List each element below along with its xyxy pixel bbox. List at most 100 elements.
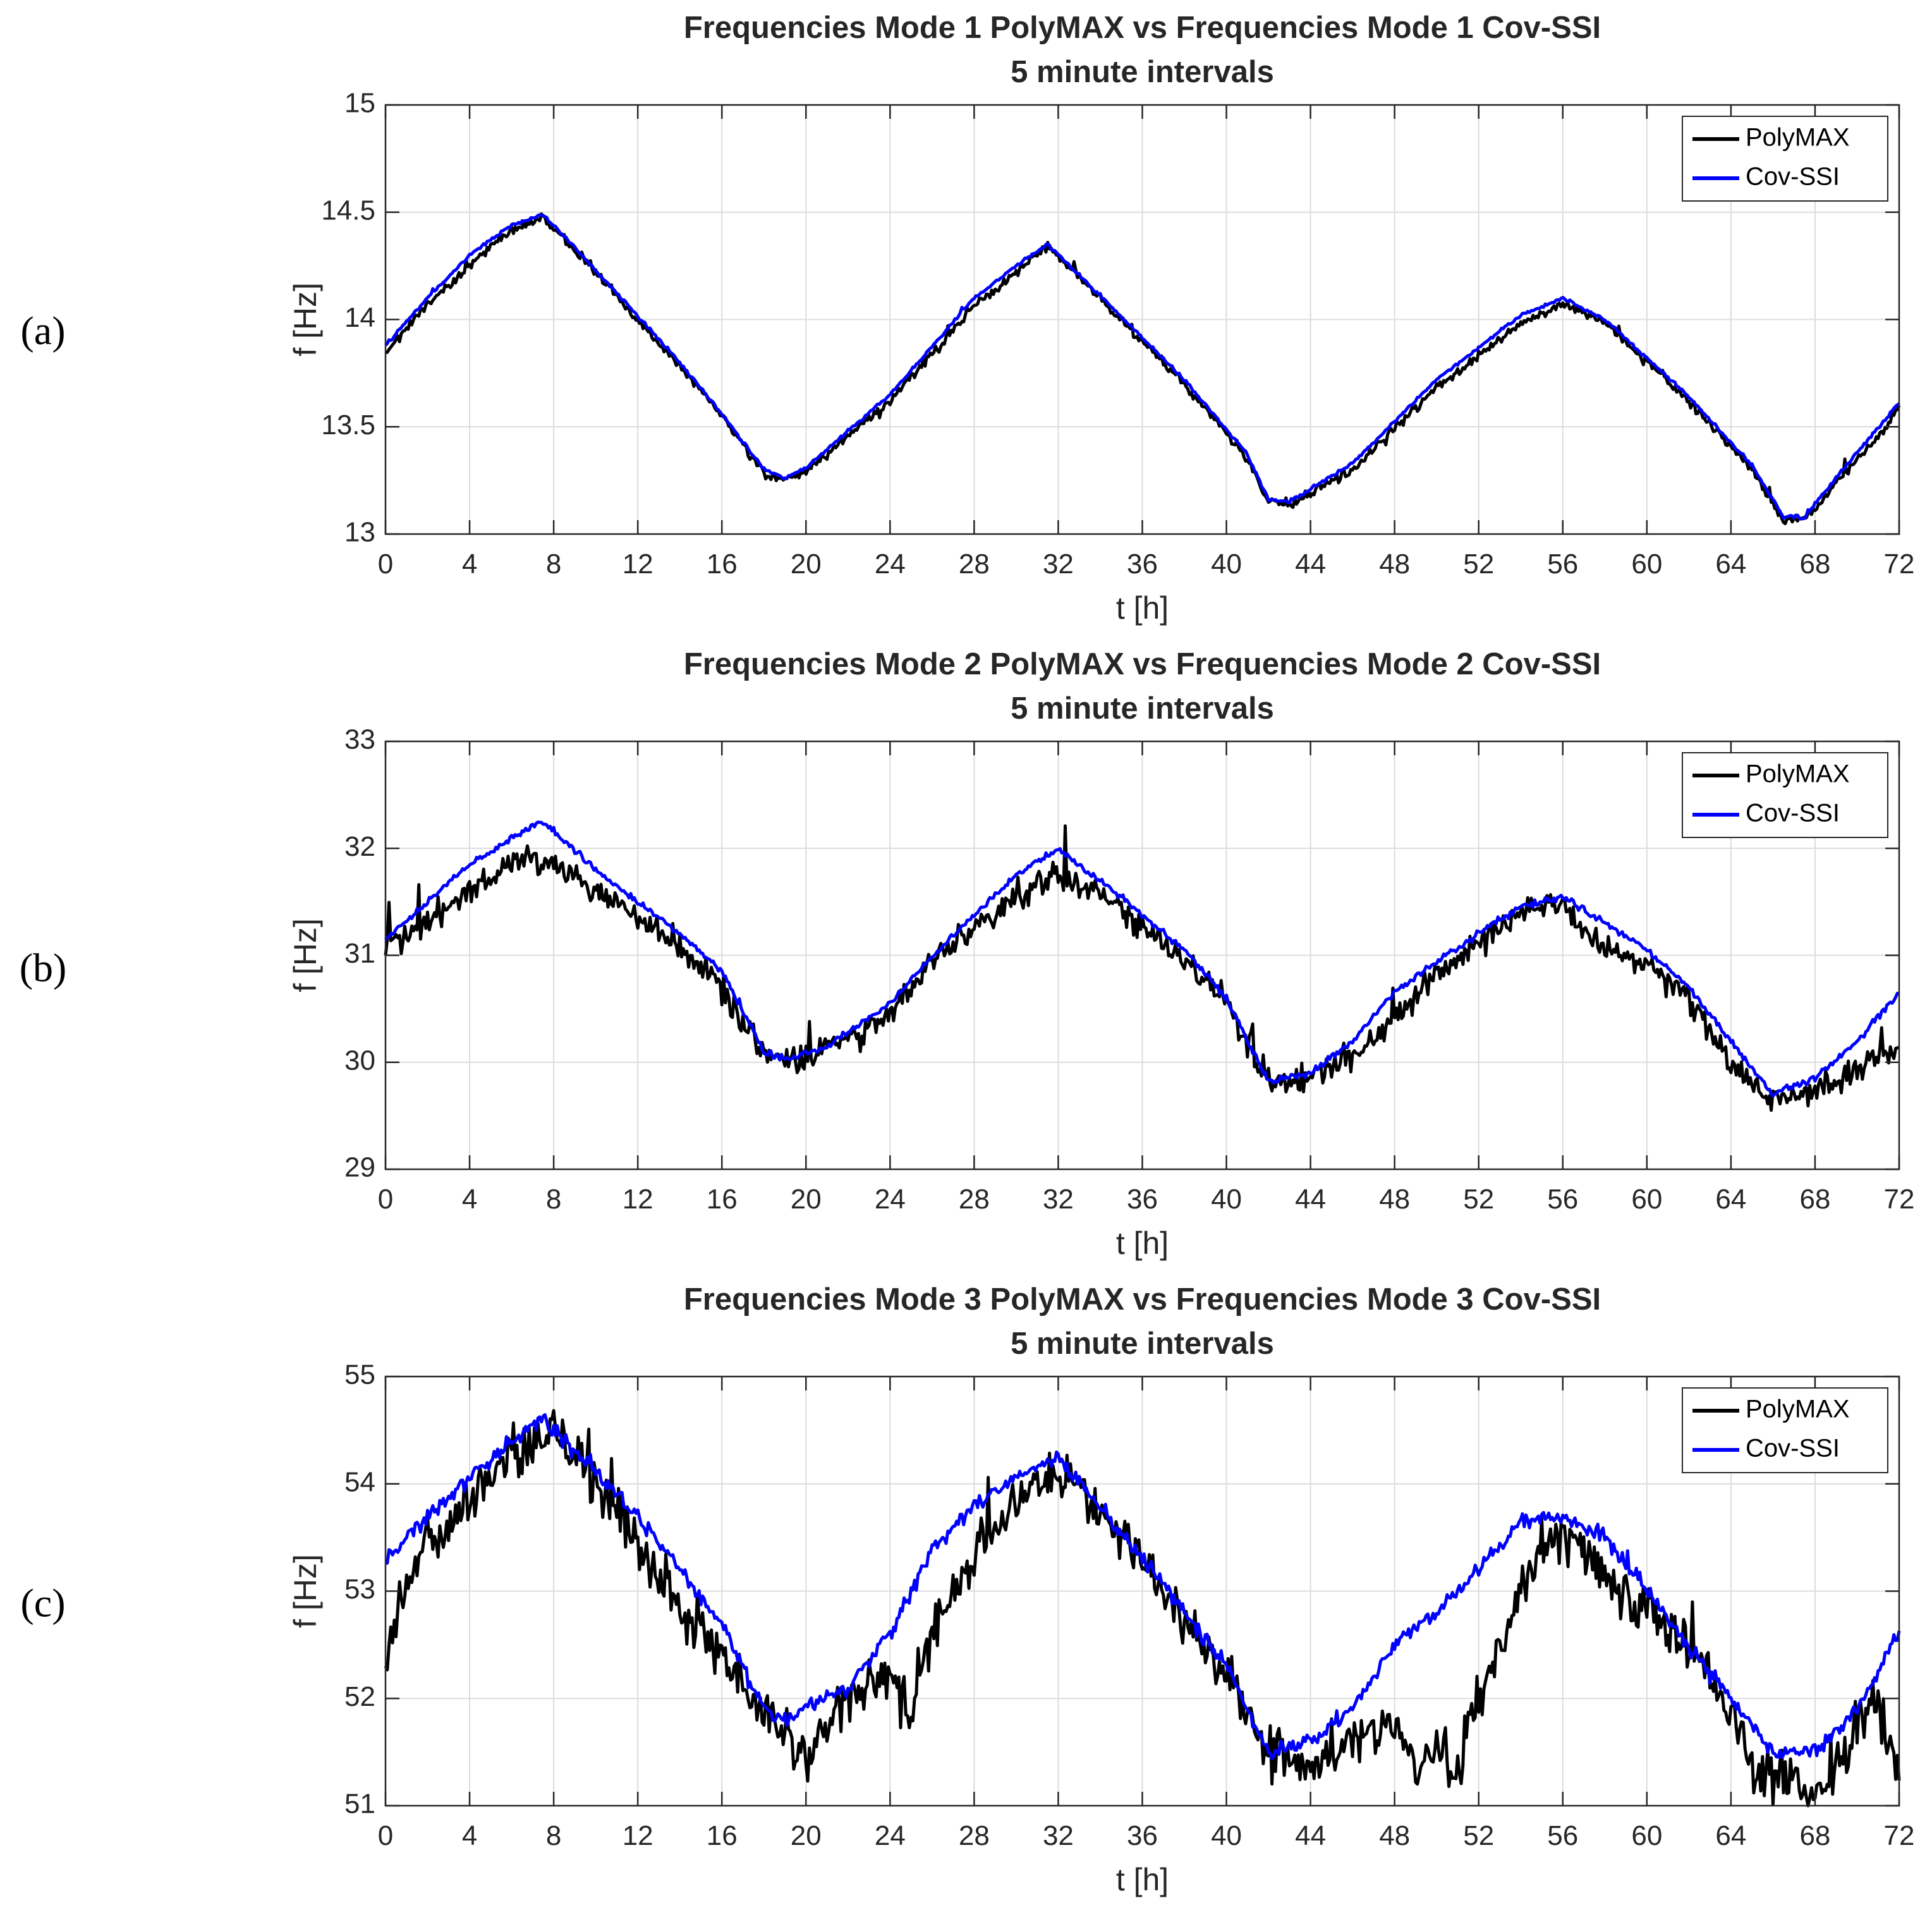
legend-label: PolyMAX: [1746, 124, 1850, 152]
chart-subtitle: 5 minute intervals: [1011, 55, 1274, 89]
x-tick-label: 32: [1043, 549, 1074, 580]
y-tick-label: 33: [344, 724, 375, 755]
x-tick-label: 60: [1631, 549, 1662, 580]
y-tick-label: 55: [344, 1360, 375, 1390]
y-tick-label: 54: [344, 1466, 375, 1497]
x-tick-label: 0: [378, 1184, 393, 1215]
x-tick-label: 48: [1379, 1184, 1410, 1215]
x-tick-label: 28: [959, 549, 990, 580]
x-tick-label: 56: [1547, 1820, 1578, 1851]
x-tick-label: 68: [1799, 1184, 1830, 1215]
x-tick-label: 24: [875, 1184, 906, 1215]
y-tick-label: 51: [344, 1789, 375, 1820]
x-tick-label: 8: [546, 549, 561, 580]
panel-label: (b): [20, 946, 67, 990]
x-tick-label: 48: [1379, 1820, 1410, 1851]
x-tick-label: 36: [1127, 1820, 1158, 1851]
x-tick-label: 32: [1043, 1184, 1074, 1215]
y-tick-label: 14: [344, 302, 375, 333]
y-tick-label: 13: [344, 517, 375, 548]
y-tick-label: 53: [344, 1574, 375, 1605]
x-tick-label: 20: [791, 1184, 822, 1215]
x-tick-label: 4: [462, 1184, 477, 1215]
x-tick-label: 0: [378, 1820, 393, 1851]
y-tick-label: 32: [344, 831, 375, 862]
chart-subtitle: 5 minute intervals: [1011, 691, 1274, 726]
y-tick-label: 52: [344, 1681, 375, 1712]
y-axis-label: f [Hz]: [288, 918, 323, 992]
legend-box: [1682, 116, 1888, 202]
chart-title: Frequencies Mode 2 PolyMAX vs Frequencie…: [684, 647, 1601, 681]
x-tick-label: 16: [707, 1820, 738, 1851]
x-tick-label: 16: [707, 1184, 738, 1215]
legend-label: PolyMAX: [1746, 760, 1850, 788]
x-axis-label: t [h]: [1116, 1226, 1169, 1261]
x-tick-label: 56: [1547, 549, 1578, 580]
series-line-polymax: [384, 1409, 1901, 1808]
x-tick-label: 24: [875, 1820, 906, 1851]
x-tick-label: 52: [1463, 1184, 1494, 1215]
y-tick-label: 15: [344, 88, 375, 119]
x-tick-label: 0: [378, 549, 393, 580]
y-tick-label: 13.5: [321, 410, 375, 441]
x-tick-label: 44: [1295, 549, 1326, 580]
y-axis-label: f [Hz]: [288, 283, 323, 356]
x-tick-label: 20: [791, 549, 822, 580]
series-line-cov-ssi: [384, 213, 1900, 521]
x-tick-label: 4: [462, 549, 477, 580]
x-tick-label: 12: [623, 549, 653, 580]
x-tick-label: 72: [1884, 1184, 1915, 1215]
x-tick-label: 40: [1211, 1184, 1242, 1215]
x-tick-label: 12: [623, 1184, 653, 1215]
x-tick-label: 36: [1127, 1184, 1158, 1215]
x-axis-label: t [h]: [1116, 590, 1169, 626]
legend-box: [1682, 1387, 1888, 1473]
legend-label: Cov-SSI: [1746, 1435, 1840, 1463]
x-tick-label: 60: [1631, 1184, 1662, 1215]
x-tick-label: 28: [959, 1184, 990, 1215]
chart-title: Frequencies Mode 1 PolyMAX vs Frequencie…: [684, 11, 1601, 45]
x-tick-label: 28: [959, 1820, 990, 1851]
legend: PolyMAX Cov-SSI: [1682, 752, 1888, 838]
panel-label: (a): [20, 308, 65, 353]
chart-panel-3: (c) Frequencies Mode 3 PolyMAX vs Frequen…: [20, 1282, 1914, 1897]
x-tick-label: 72: [1884, 1820, 1915, 1851]
chart-subtitle: 5 minute intervals: [1011, 1327, 1274, 1361]
x-tick-label: 64: [1715, 1184, 1746, 1215]
y-tick-label: 31: [344, 938, 375, 969]
x-tick-label: 52: [1463, 1820, 1494, 1851]
x-tick-label: 4: [462, 1820, 477, 1851]
x-tick-label: 16: [707, 549, 738, 580]
x-tick-label: 44: [1295, 1184, 1326, 1215]
chart-title: Frequencies Mode 3 PolyMAX vs Frequencie…: [684, 1282, 1601, 1317]
legend-label: PolyMAX: [1746, 1396, 1850, 1423]
x-tick-label: 44: [1295, 1820, 1326, 1851]
chart-panel-2: (b) Frequencies Mode 2 PolyMAX vs Frequen…: [20, 647, 1915, 1261]
x-tick-label: 36: [1127, 549, 1158, 580]
legend: PolyMAX Cov-SSI: [1682, 1387, 1888, 1473]
x-tick-label: 56: [1547, 1184, 1578, 1215]
x-axis-label: t [h]: [1116, 1862, 1169, 1897]
x-tick-label: 64: [1715, 549, 1746, 580]
y-tick-label: 29: [344, 1152, 375, 1183]
x-tick-label: 60: [1631, 1820, 1662, 1851]
legend: PolyMAX Cov-SSI: [1682, 116, 1888, 202]
y-axis-label: f [Hz]: [288, 1554, 323, 1628]
x-tick-label: 8: [546, 1184, 561, 1215]
series-line-cov-ssi: [384, 1413, 1901, 1761]
x-tick-label: 48: [1379, 549, 1410, 580]
y-tick-label: 14.5: [321, 195, 375, 226]
x-tick-label: 40: [1211, 549, 1242, 580]
x-tick-label: 20: [791, 1820, 822, 1851]
x-tick-label: 12: [623, 1820, 653, 1851]
x-tick-label: 68: [1799, 1820, 1830, 1851]
legend-box: [1682, 752, 1888, 838]
series-line-cov-ssi: [384, 820, 1900, 1098]
x-tick-label: 68: [1799, 549, 1830, 580]
legend-label: Cov-SSI: [1746, 800, 1840, 827]
x-tick-label: 8: [546, 1820, 561, 1851]
legend-label: Cov-SSI: [1746, 163, 1840, 191]
panel-label: (c): [20, 1581, 65, 1626]
x-tick-label: 52: [1463, 549, 1494, 580]
